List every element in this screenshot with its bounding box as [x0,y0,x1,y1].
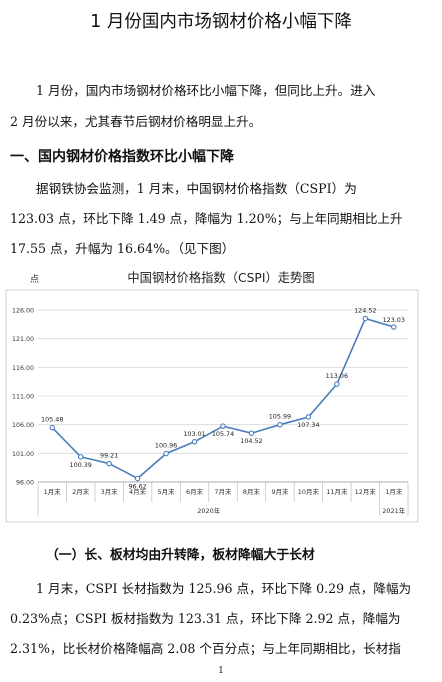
data-point [277,421,283,428]
data-label: 113.06 [326,372,348,380]
data-point [106,460,112,467]
y-tick-label: 106.00 [12,422,34,429]
chart-unit-label: 点 [30,275,40,285]
data-label: 99.21 [100,452,118,460]
x-tick-label: 9月末 [271,487,289,496]
section2-line-2: 0.23%点；CSPI 板材指数为 123.31 点，环比下降 2.92 点，降… [10,611,401,626]
data-label: 105.74 [212,430,234,438]
data-point [134,475,141,482]
intro-line-2: 2 月份以来，尤其春节后钢材价格明显上升。 [10,114,262,129]
x-tick-label: 8月末 [243,487,261,496]
data-point [334,381,340,387]
y-axis-ticks: 96.00 101.00 106.00 111.00 116.00 121.00 126.0… [12,308,34,487]
section1-line-1: 据钢铁协会监测，1 月末，中国钢材价格指数（CSPI）为 [36,181,357,196]
data-label: 124.52 [354,306,376,314]
x-tick-label: 3月末 [101,487,119,496]
x-tick-label: 10月末 [298,487,320,496]
year-group-label: 2020年 [197,506,221,515]
x-tick-label: 2月末 [72,487,90,496]
data-label: 107.34 [297,421,319,429]
data-label: 105.99 [269,413,291,421]
data-label: 96.62 [128,482,146,490]
data-point [362,315,369,322]
x-tick-label: 5月末 [158,487,176,496]
data-point [220,423,226,429]
data-label-layer: 105.48 100.39 99.21 96.62 100.96 103.01 105.74… [41,306,405,490]
x-tick-label: 4月末 [129,487,147,496]
y-tick-label: 116.00 [12,365,34,372]
y-tick-label: 101.00 [12,451,34,458]
y-tick-label: 121.00 [12,336,34,343]
x-axis-ticks: 1月末 2月末 3月末 4月末 5月末 6月末 7月末 8月末 9月末 10月末 11月末 12月末 1… [37,482,409,516]
section-heading-price-index: 一、国内钢材价格指数环比小幅下降 [10,149,234,165]
x-tick-label: 12月末 [355,487,377,496]
data-point [191,439,198,445]
data-label: 103.01 [183,430,205,438]
y-tick-label: 126.00 [12,308,34,315]
x-tick-label: 7月末 [214,487,232,496]
chart-frame [5,289,419,523]
x-tick-label: 11月末 [326,487,348,496]
y-tick-label: 111.00 [12,394,34,401]
document-title: 1 月份国内市场钢材价格小幅下降 [90,12,352,32]
data-label: 104.52 [240,437,262,445]
data-point [248,430,255,436]
x-tick-label: 1月末 [385,487,403,496]
data-label: 100.96 [155,442,177,450]
section1-line-2: 123.03 点，环比下降 1.49 点，降幅为 1.20%；与上年同期相比上升 [10,211,403,226]
series-marker-layer [49,315,397,482]
data-point [391,324,397,330]
data-point [305,414,312,420]
year-group-label: 2021年 [382,506,406,515]
data-label: 105.48 [41,416,63,424]
cspi-line-chart: 96.00 101.00 106.00 111.00 116.00 121.00 126.0… [5,289,419,523]
page-number: 1 [218,666,224,676]
data-point [49,424,55,431]
y-tick-label: 96.00 [16,480,34,487]
section1-line-3: 17.55 点，升幅为 16.64%。（见下图） [10,241,235,256]
chart-gridlines [38,309,408,483]
section2-line-1: 1 月末，CSPI 长材指数为 125.96 点，环比下降 0.29 点，降幅为 [36,581,412,596]
data-label: 123.03 [383,316,405,324]
x-tick-label: 1月末 [44,487,62,496]
chart-title: 中国钢材价格指数（CSPI）走势图 [127,271,315,285]
x-tick-label: 6月末 [186,487,204,496]
section2-line-3: 2.31%，比长材价格降幅高 2.08 个百分点；与上年同期相比，长材指 [10,641,401,656]
intro-line-1: 1 月份，国内市场钢材价格环比小幅下降，但同比上升。进入 [36,83,376,98]
data-point [163,450,169,457]
subsection-heading-long-flat: （一）长、板材均由升转降，板材降幅大于长材 [46,548,315,563]
data-label: 100.39 [70,461,92,469]
data-point [77,454,84,460]
